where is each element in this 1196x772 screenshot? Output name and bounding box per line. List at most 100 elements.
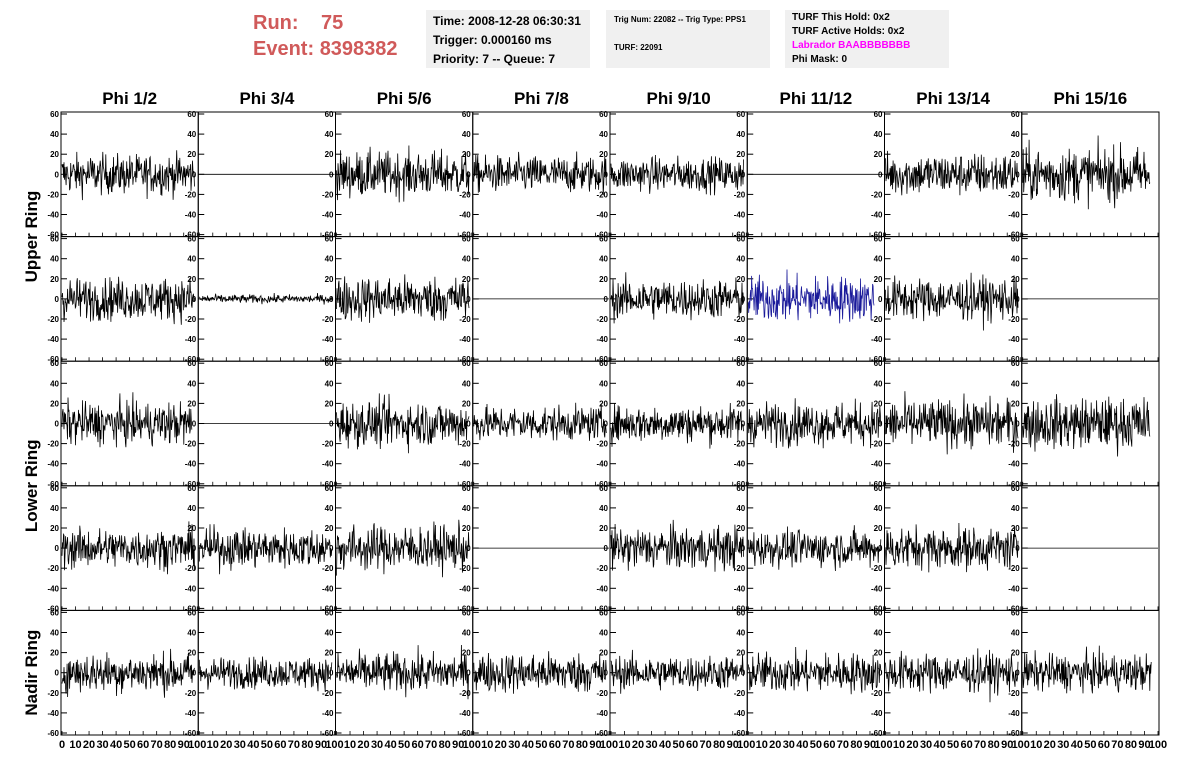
- y-tick-label: 0: [1015, 295, 1020, 304]
- y-tick-label: 20: [736, 275, 745, 284]
- waveform-trace: [336, 274, 470, 323]
- y-tick-label: 40: [736, 629, 745, 638]
- y-tick-label: 20: [1011, 275, 1020, 284]
- y-tick-label: 20: [1011, 649, 1020, 658]
- phi-mask-text: Phi Mask: 0: [792, 54, 848, 65]
- waveform-trace: [198, 292, 333, 305]
- waveform-trace: [61, 521, 195, 575]
- y-tick-label: -60: [596, 480, 608, 489]
- y-tick-label: -60: [322, 355, 334, 364]
- y-tick-label: 60: [874, 359, 883, 368]
- y-tick-label: 20: [874, 150, 883, 159]
- y-tick-label: 40: [874, 504, 883, 513]
- y-tick-label: -60: [1008, 604, 1020, 613]
- waveform-trace: [610, 402, 744, 449]
- x-tick-label: 40: [933, 739, 945, 751]
- x-tick-label: 70: [974, 739, 986, 751]
- y-tick-label: 40: [874, 255, 883, 264]
- x-tick-label: 100: [188, 739, 206, 751]
- y-tick-label: -40: [871, 584, 883, 593]
- y-tick-label: 40: [325, 504, 334, 513]
- y-tick-label: 40: [462, 379, 471, 388]
- run-line: Run: 75: [253, 10, 398, 36]
- x-tick-label: 90: [1001, 739, 1013, 751]
- waveform-trace: [885, 150, 1019, 196]
- waveform-trace: [885, 391, 1019, 455]
- x-tick-label: 80: [850, 739, 862, 751]
- column-title: Phi 1/2: [102, 89, 157, 108]
- y-tick-label: 0: [192, 170, 197, 179]
- y-tick-label: 0: [878, 544, 883, 553]
- y-tick-label: -20: [871, 689, 883, 698]
- y-tick-label: 0: [329, 295, 334, 304]
- y-tick-label: 60: [599, 235, 608, 244]
- y-tick-label: 40: [325, 379, 334, 388]
- y-tick-label: -40: [47, 211, 59, 220]
- x-tick-label: 0: [59, 739, 65, 751]
- y-tick-label: 0: [1015, 544, 1020, 553]
- y-tick-label: -40: [734, 335, 746, 344]
- y-tick-label: -40: [734, 584, 746, 593]
- ring-label: Upper Ring: [22, 191, 41, 283]
- waveform-trace: [336, 519, 470, 578]
- y-tick-label: -40: [1008, 709, 1020, 718]
- y-tick-label: 20: [1011, 399, 1020, 408]
- waveform-trace: [747, 525, 882, 572]
- y-tick-label: 0: [466, 669, 471, 678]
- y-tick-label: 60: [50, 608, 59, 617]
- y-tick-label: -40: [47, 460, 59, 469]
- y-tick-label: 20: [50, 524, 59, 533]
- y-tick-label: 60: [599, 608, 608, 617]
- y-tick-label: -40: [322, 211, 334, 220]
- y-tick-label: -20: [185, 315, 197, 324]
- y-tick-label: -60: [734, 355, 746, 364]
- y-tick-label: 0: [604, 669, 609, 678]
- y-tick-label: 40: [874, 130, 883, 139]
- y-tick-label: 0: [604, 420, 609, 429]
- y-tick-label: -60: [459, 729, 471, 738]
- y-tick-label: -40: [596, 211, 608, 220]
- x-tick-label: 40: [384, 739, 396, 751]
- y-tick-label: 20: [325, 399, 334, 408]
- x-tick-label: 50: [261, 739, 273, 751]
- y-tick-label: -20: [1008, 315, 1020, 324]
- x-tick-label: 80: [301, 739, 313, 751]
- x-tick-label: 70: [425, 739, 437, 751]
- y-tick-label: -40: [1008, 335, 1020, 344]
- y-tick-label: -40: [322, 460, 334, 469]
- x-tick-label: 60: [961, 739, 973, 751]
- y-tick-label: 0: [192, 420, 197, 429]
- y-tick-label: -20: [185, 440, 197, 449]
- y-tick-label: 40: [187, 629, 196, 638]
- y-tick-label: -40: [185, 335, 197, 344]
- x-tick-label: 60: [823, 739, 835, 751]
- y-tick-label: -60: [734, 231, 746, 240]
- y-tick-label: 40: [325, 629, 334, 638]
- x-tick-label: 80: [713, 739, 725, 751]
- y-tick-label: 0: [329, 669, 334, 678]
- y-tick-label: -60: [47, 729, 59, 738]
- y-tick-label: -60: [459, 480, 471, 489]
- column-title: Phi 9/10: [646, 89, 710, 108]
- y-tick-label: 40: [187, 255, 196, 264]
- y-tick-label: -20: [322, 190, 334, 199]
- y-tick-label: -60: [871, 231, 883, 240]
- x-tick-label: 10: [893, 739, 905, 751]
- y-tick-label: 20: [187, 649, 196, 658]
- waveform-trace: [1022, 394, 1151, 457]
- y-tick-label: 40: [325, 255, 334, 264]
- y-tick-label: -40: [734, 709, 746, 718]
- y-tick-label: 20: [874, 649, 883, 658]
- y-tick-label: -60: [185, 480, 197, 489]
- y-tick-label: 60: [325, 235, 334, 244]
- y-tick-label: 20: [599, 275, 608, 284]
- y-tick-label: 20: [874, 399, 883, 408]
- waveform-trace: [610, 649, 744, 694]
- column-title: Phi 3/4: [239, 89, 294, 108]
- y-tick-label: 0: [878, 669, 883, 678]
- y-tick-label: 20: [599, 150, 608, 159]
- y-tick-label: 20: [736, 399, 745, 408]
- y-tick-label: 0: [741, 170, 746, 179]
- y-tick-label: -40: [459, 709, 471, 718]
- y-tick-label: -20: [459, 689, 471, 698]
